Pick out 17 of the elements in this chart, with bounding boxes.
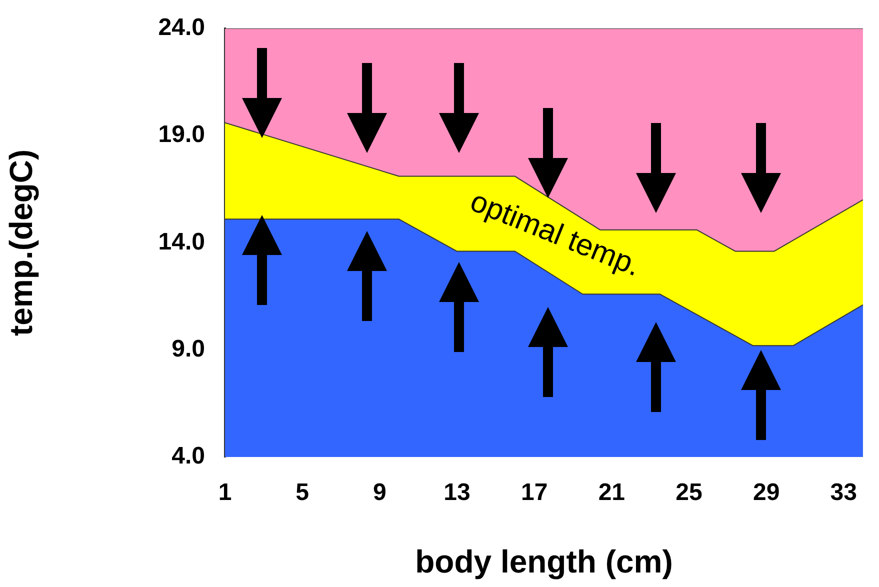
y-tick-label: 14.0 [158, 228, 205, 256]
x-tick-label: 5 [296, 479, 310, 506]
x-tick-label: 21 [598, 479, 626, 506]
y-tick-label: 19.0 [158, 121, 205, 148]
x-axis-title: body length (cm) [415, 544, 673, 580]
x-tick-label: 33 [830, 479, 858, 506]
x-tick-label: 29 [752, 479, 780, 506]
y-axis-title: temp.(degC) [3, 149, 40, 336]
x-tick-label: 17 [520, 479, 548, 506]
y-tick-label: 9.0 [172, 335, 205, 362]
y-tick-label: 24.0 [158, 14, 205, 42]
y-tick-label: 4.0 [172, 442, 205, 470]
x-tick-label: 1 [218, 479, 232, 506]
x-tick-label: 25 [676, 479, 702, 506]
x-tick-label: 13 [444, 479, 470, 506]
annotation: optimal temp. [466, 184, 646, 283]
x-tick-label: 9 [372, 479, 386, 506]
